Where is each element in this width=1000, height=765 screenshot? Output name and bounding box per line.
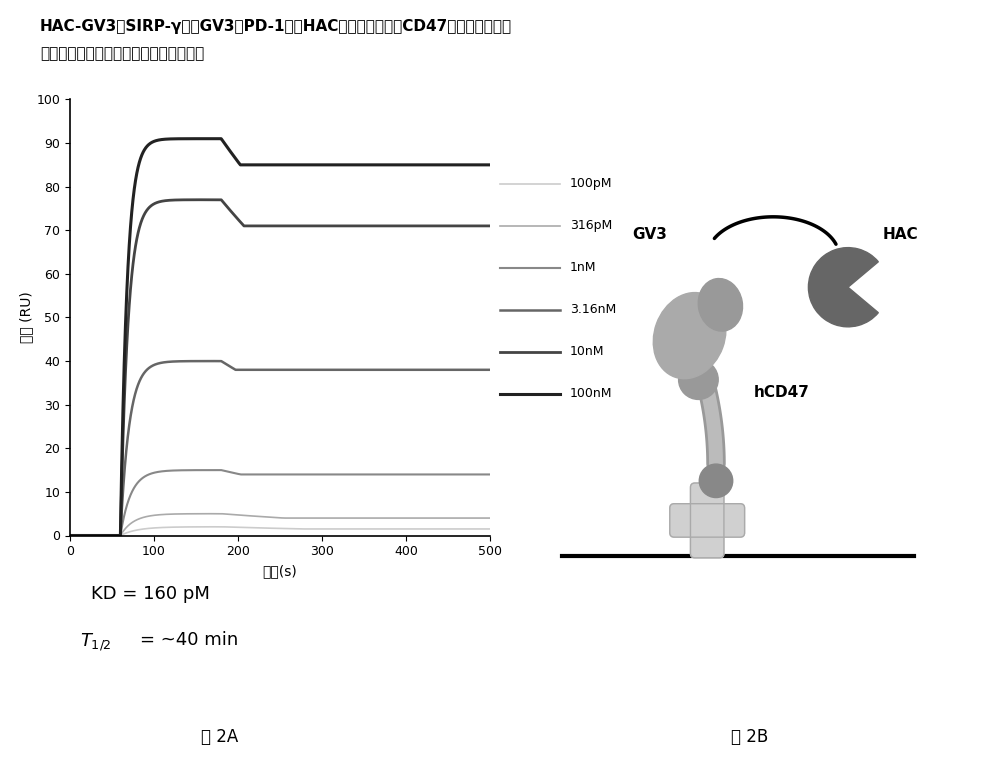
316pM bbox=[484, 513, 496, 522]
10nM bbox=[85, 531, 97, 540]
Circle shape bbox=[699, 464, 733, 497]
3.16nM bbox=[395, 365, 407, 374]
100pM bbox=[268, 524, 280, 533]
1nM bbox=[472, 470, 484, 479]
FancyBboxPatch shape bbox=[670, 503, 745, 537]
Line: 100pM: 100pM bbox=[70, 527, 490, 535]
100pM bbox=[472, 524, 484, 533]
Text: HAC: HAC bbox=[883, 227, 919, 242]
10nM bbox=[472, 221, 484, 230]
Text: 3.16nM: 3.16nM bbox=[570, 304, 616, 316]
316pM bbox=[472, 513, 484, 522]
Text: 316pM: 316pM bbox=[570, 220, 612, 232]
Text: 100pM: 100pM bbox=[570, 177, 613, 190]
10nM bbox=[257, 221, 269, 230]
316pM bbox=[395, 513, 407, 522]
100nM bbox=[472, 161, 484, 170]
100nM bbox=[472, 161, 484, 170]
316pM bbox=[472, 513, 484, 522]
Y-axis label: 结合 (RU): 结合 (RU) bbox=[20, 291, 34, 343]
316pM bbox=[268, 513, 280, 522]
3.16nM bbox=[472, 365, 484, 374]
100pM bbox=[395, 524, 407, 533]
Line: 3.16nM: 3.16nM bbox=[70, 361, 490, 536]
100nM bbox=[395, 161, 407, 170]
100nM bbox=[268, 161, 280, 170]
1nM bbox=[268, 470, 280, 479]
1nM bbox=[64, 531, 76, 540]
316pM bbox=[64, 531, 76, 540]
10nM bbox=[64, 531, 76, 540]
Line: 10nM: 10nM bbox=[70, 200, 490, 536]
100nM bbox=[64, 531, 76, 540]
3.16nM bbox=[64, 531, 76, 540]
10nM bbox=[484, 221, 496, 230]
3.16nM bbox=[215, 356, 227, 366]
Text: 图 2A: 图 2A bbox=[201, 728, 239, 746]
Text: = ~40 min: = ~40 min bbox=[140, 631, 238, 649]
Ellipse shape bbox=[698, 278, 743, 331]
Line: 100nM: 100nM bbox=[70, 138, 490, 535]
1nM bbox=[484, 470, 496, 479]
316pM bbox=[85, 531, 97, 540]
Text: KD = 160 pM: KD = 160 pM bbox=[91, 585, 209, 604]
Text: 1nM: 1nM bbox=[570, 262, 597, 274]
Text: 10nM: 10nM bbox=[570, 346, 605, 358]
1nM bbox=[395, 470, 407, 479]
3.16nM bbox=[472, 365, 484, 374]
100nM bbox=[257, 161, 269, 170]
100pM bbox=[215, 522, 227, 532]
Text: $T_{1/2}$: $T_{1/2}$ bbox=[80, 631, 112, 653]
100pM bbox=[484, 524, 496, 533]
316pM bbox=[215, 509, 227, 519]
3.16nM bbox=[268, 365, 280, 374]
Text: 图 2B: 图 2B bbox=[731, 728, 769, 746]
1nM bbox=[472, 470, 484, 479]
100pM bbox=[85, 531, 97, 540]
316pM bbox=[257, 512, 269, 521]
X-axis label: 时间(s): 时间(s) bbox=[263, 564, 297, 578]
Wedge shape bbox=[808, 248, 878, 327]
Text: 动力学的基于表面等离子体共振的测量。: 动力学的基于表面等离子体共振的测量。 bbox=[40, 46, 204, 61]
100pM bbox=[472, 524, 484, 533]
1nM bbox=[215, 466, 227, 475]
1nM bbox=[257, 470, 269, 479]
3.16nM bbox=[257, 365, 269, 374]
3.16nM bbox=[85, 531, 97, 540]
100pM bbox=[64, 531, 76, 540]
1nM bbox=[85, 531, 97, 540]
100pM bbox=[257, 523, 269, 532]
100nM bbox=[215, 134, 227, 143]
Text: 100nM: 100nM bbox=[570, 388, 613, 400]
Text: HAC-GV3（SIRP-γ变体GV3与PD-1变体HAC的融合物）对人CD47的结合亲和力和: HAC-GV3（SIRP-γ变体GV3与PD-1变体HAC的融合物）对人CD47… bbox=[40, 19, 512, 34]
3.16nM bbox=[484, 365, 496, 374]
Text: GV3: GV3 bbox=[633, 227, 667, 242]
Line: 316pM: 316pM bbox=[70, 514, 490, 536]
10nM bbox=[395, 221, 407, 230]
100nM bbox=[85, 531, 97, 540]
Circle shape bbox=[679, 360, 718, 399]
100nM bbox=[484, 161, 496, 170]
Ellipse shape bbox=[653, 292, 726, 379]
Line: 1nM: 1nM bbox=[70, 470, 490, 536]
10nM bbox=[215, 195, 227, 204]
10nM bbox=[472, 221, 484, 230]
10nM bbox=[268, 221, 280, 230]
Text: hCD47: hCD47 bbox=[754, 386, 810, 400]
FancyBboxPatch shape bbox=[690, 483, 724, 558]
